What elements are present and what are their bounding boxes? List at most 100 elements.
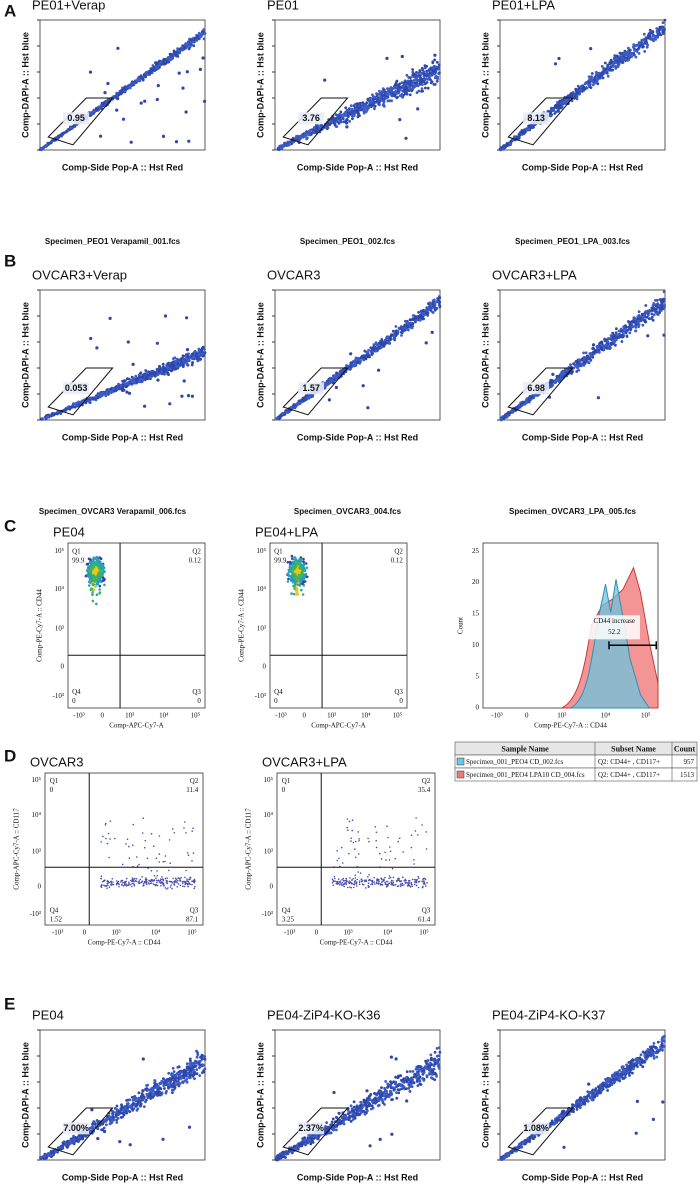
event-dot bbox=[192, 1073, 196, 1076]
outlier-dot bbox=[553, 62, 558, 66]
outlier-dot bbox=[416, 107, 420, 111]
event-dot bbox=[642, 39, 646, 42]
event-dot bbox=[351, 117, 354, 121]
event-dot bbox=[161, 362, 165, 366]
event-dot bbox=[115, 1104, 119, 1108]
event-dot bbox=[609, 65, 613, 69]
event-dot bbox=[193, 1065, 197, 1068]
event-dot bbox=[314, 131, 318, 134]
event-dot bbox=[406, 79, 410, 83]
event-dot bbox=[606, 74, 610, 78]
outlier-dot bbox=[163, 314, 168, 318]
y-axis-label: Comp-DAPI-A :: Hst blue bbox=[480, 32, 490, 138]
event-dot bbox=[422, 72, 425, 76]
outlier-dot bbox=[126, 340, 130, 344]
gate-label-bg bbox=[298, 112, 325, 125]
event-dot bbox=[195, 1072, 199, 1076]
event-dot bbox=[564, 100, 568, 104]
event-dot bbox=[553, 112, 557, 115]
event-dot bbox=[162, 1077, 165, 1081]
event-dot bbox=[158, 63, 162, 67]
event-dot bbox=[408, 83, 412, 87]
event-dot bbox=[143, 372, 147, 376]
event-dot bbox=[179, 358, 183, 362]
event-dot bbox=[155, 61, 159, 65]
event-dot bbox=[341, 117, 345, 120]
event-dot bbox=[129, 1105, 133, 1108]
event-dot bbox=[371, 352, 374, 355]
event-dot bbox=[654, 299, 657, 302]
event-dot bbox=[372, 343, 376, 346]
event-dot bbox=[555, 105, 559, 109]
event-dot bbox=[642, 32, 646, 36]
outlier-dot bbox=[88, 70, 93, 74]
event-dot bbox=[418, 74, 421, 78]
event-dot bbox=[387, 341, 391, 345]
event-dot bbox=[349, 365, 353, 368]
event-dot bbox=[353, 361, 356, 365]
event-dot bbox=[163, 1087, 166, 1090]
event-dot bbox=[108, 1122, 112, 1126]
event-dot bbox=[393, 337, 396, 341]
event-dot bbox=[365, 105, 369, 109]
event-dot bbox=[139, 1104, 143, 1108]
event-dot bbox=[558, 104, 562, 107]
event-dot bbox=[166, 362, 170, 366]
event-dot bbox=[438, 1050, 442, 1054]
event-dot bbox=[394, 330, 398, 333]
event-dot bbox=[373, 95, 376, 99]
event-dot bbox=[135, 1108, 139, 1112]
event-dot bbox=[164, 1091, 168, 1095]
event-dot bbox=[395, 96, 399, 100]
event-dot bbox=[337, 122, 341, 125]
outlier-dot bbox=[361, 384, 365, 388]
event-dot bbox=[147, 71, 151, 75]
event-dot bbox=[658, 25, 662, 29]
event-dot bbox=[583, 360, 587, 363]
event-dot bbox=[54, 1150, 58, 1153]
event-dot bbox=[377, 102, 380, 106]
event-dot bbox=[508, 411, 512, 415]
event-dot bbox=[148, 1088, 152, 1092]
event-dot bbox=[411, 322, 415, 326]
outlier-dot bbox=[143, 99, 147, 103]
event-dot bbox=[91, 110, 94, 114]
event-dot bbox=[411, 87, 415, 90]
event-dot bbox=[418, 318, 422, 322]
event-dot bbox=[314, 125, 318, 128]
event-dot bbox=[175, 1080, 179, 1083]
x-axis-label: Comp-Side Pop-A :: Hst Red bbox=[62, 432, 183, 442]
event-dot bbox=[352, 364, 356, 368]
event-dot bbox=[630, 55, 634, 58]
event-dot bbox=[277, 147, 281, 151]
file-name: Specimen_OVCAR3_LPA_005.fcs bbox=[509, 507, 637, 516]
event-dot bbox=[500, 417, 504, 421]
plot-title: OVCAR3 bbox=[267, 267, 320, 282]
file-name: Specimen_PEO1_LPA_003.fcs bbox=[515, 237, 631, 246]
outlier-dot bbox=[186, 394, 191, 398]
gate-value: 0.95 bbox=[67, 113, 85, 123]
event-dot bbox=[72, 1138, 76, 1142]
event-dot bbox=[654, 304, 658, 308]
event-dot bbox=[203, 1057, 207, 1061]
event-dot bbox=[298, 399, 302, 403]
event-dot bbox=[170, 361, 174, 365]
event-dot bbox=[186, 1065, 190, 1069]
event-dot bbox=[592, 350, 595, 354]
event-dot bbox=[159, 1082, 162, 1086]
event-dot bbox=[595, 346, 599, 349]
event-dot bbox=[174, 360, 178, 364]
event-dot bbox=[520, 129, 524, 132]
event-dot bbox=[81, 1137, 85, 1141]
event-dot bbox=[404, 90, 407, 94]
scatter-plot: 0.053 bbox=[39, 289, 207, 421]
outlier-dot bbox=[139, 101, 143, 105]
gate-value: 3.76 bbox=[302, 113, 320, 123]
event-dot bbox=[582, 364, 586, 367]
event-dot bbox=[180, 1076, 183, 1080]
event-dot bbox=[641, 323, 645, 327]
event-dot bbox=[432, 305, 436, 309]
event-dot bbox=[187, 359, 191, 362]
plot-frame bbox=[39, 19, 206, 151]
event-dot bbox=[645, 310, 649, 313]
